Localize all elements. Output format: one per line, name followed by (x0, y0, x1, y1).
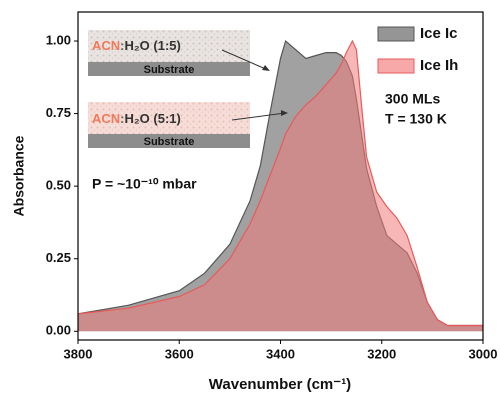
legend-label: Ice Ic (420, 25, 458, 42)
x-tick-label: 3800 (64, 346, 93, 361)
x-tick-label: 3400 (266, 346, 295, 361)
area (78, 41, 483, 332)
arrow (231, 112, 286, 121)
inset-substrate-label: Substrate (144, 136, 195, 148)
inset-substrate (88, 62, 250, 76)
y-axis-label: Absorbance (11, 135, 27, 216)
y-tick-label: 1.00 (46, 32, 71, 47)
inset-film (88, 30, 250, 62)
x-axis-label: Wavenumber (cm⁻¹) (209, 376, 351, 393)
x-tick-label: 3000 (469, 346, 498, 361)
inset-label: ACN:H₂O (1:5) (92, 38, 181, 53)
plot-area (77, 39, 483, 332)
arrow (221, 49, 269, 71)
annotation: P = ~10⁻¹⁰ mbar (92, 176, 197, 192)
inset-label: ACN:H₂O (5:1) (92, 111, 181, 126)
inset-substrate (88, 134, 250, 148)
legend-swatch (377, 26, 415, 42)
x-tick-label: 3600 (165, 346, 194, 361)
legend-label: Ice Ih (420, 57, 458, 74)
arrow-head (262, 65, 270, 71)
legend-swatch (377, 58, 415, 74)
y-tick-label: 0.75 (46, 105, 71, 120)
x-tick-label: 3200 (367, 346, 396, 361)
y-tick-label: 0.00 (46, 323, 71, 338)
annotation: 300 MLs (385, 91, 440, 107)
annotation: T = 130 K (385, 111, 447, 127)
inset-substrate-label: Substrate (144, 64, 195, 76)
inset-film (88, 102, 250, 134)
line (77, 39, 483, 327)
y-tick-label: 0.50 (46, 178, 71, 193)
y-tick-label: 0.25 (46, 250, 71, 265)
arrow-head (281, 110, 288, 116)
